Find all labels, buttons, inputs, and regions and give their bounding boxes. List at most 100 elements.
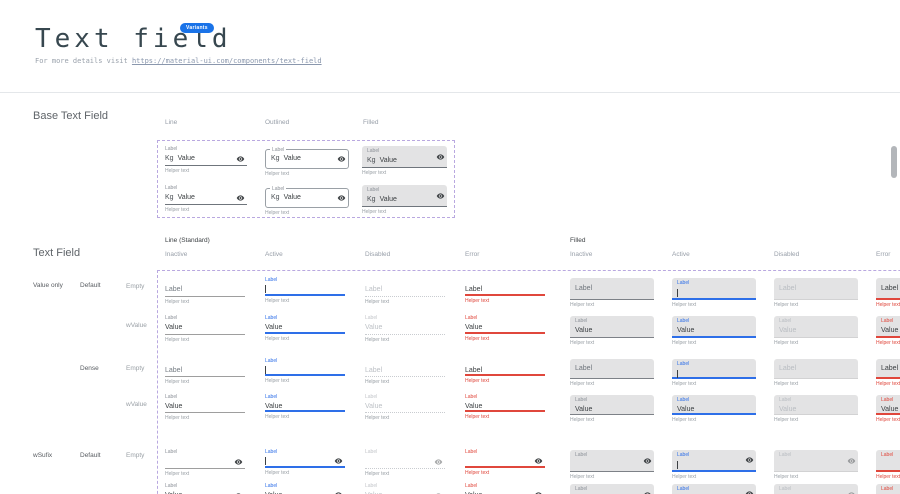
text-input-area[interactable]: Value: [365, 322, 445, 335]
text-input-area[interactable]: Value: [265, 490, 345, 494]
text-input-area[interactable]: [265, 284, 345, 296]
visibility-eye-icon[interactable]: [643, 490, 652, 494]
visibility-eye-icon[interactable]: [334, 457, 343, 466]
visibility-eye-icon[interactable]: [745, 456, 754, 465]
text-input-area[interactable]: Kg Value: [165, 153, 247, 166]
filled-input-area[interactable]: Label: [774, 359, 858, 379]
text-field-filled-error-row5: Label Helper text: [876, 450, 900, 480]
filled-input-area[interactable]: Label: [672, 359, 756, 379]
text-input-area[interactable]: Value: [265, 401, 345, 412]
text-input-area[interactable]: Label: [365, 365, 445, 377]
filled-input-area[interactable]: Label: [876, 278, 900, 300]
text-input-area[interactable]: [265, 456, 345, 468]
filled-input-area[interactable]: Label: [672, 278, 756, 300]
filled-input-area[interactable]: Label Kg Value: [362, 146, 447, 168]
filled-input-area[interactable]: Label: [774, 450, 858, 472]
filled-input-area[interactable]: Label: [570, 450, 654, 472]
floating-label: Label: [165, 483, 178, 489]
filled-input-area[interactable]: Label: [876, 450, 900, 472]
visibility-eye-icon[interactable]: [236, 194, 245, 203]
helper-text: Helper text: [365, 337, 390, 343]
visibility-eye-icon[interactable]: [434, 458, 443, 467]
visibility-eye-icon[interactable]: [643, 456, 652, 465]
helper-text: Helper text: [465, 470, 490, 476]
text-input-area[interactable]: [365, 456, 445, 469]
visibility-eye-icon[interactable]: [337, 194, 346, 203]
text-input-area[interactable]: Value: [365, 401, 445, 413]
visibility-eye-icon[interactable]: [847, 456, 856, 465]
col-line-disabled: Disabled: [365, 251, 391, 258]
text-field-filled-error-row1: Label Helper text: [876, 278, 900, 308]
field-value: Value: [165, 403, 183, 410]
visibility-eye-icon[interactable]: [745, 490, 754, 494]
visibility-eye-icon[interactable]: [337, 155, 346, 164]
text-field-filled-disabled-row1: Label Helper text: [774, 278, 858, 308]
text-input-area[interactable]: Label: [165, 284, 245, 297]
floating-label: Label: [575, 397, 588, 403]
visibility-eye-icon[interactable]: [534, 491, 543, 494]
text-input-area[interactable]: Value: [265, 322, 345, 334]
helper-text: Helper text: [265, 378, 290, 384]
floating-label: Label: [677, 452, 690, 458]
text-input-area[interactable]: Value: [465, 401, 545, 412]
text-input-area[interactable]: Label: [465, 365, 545, 376]
field-value-text: Value: [379, 157, 397, 164]
visibility-eye-icon[interactable]: [534, 457, 543, 466]
text-input-area[interactable]: Label: [465, 284, 545, 296]
text-input-area[interactable]: Value: [365, 490, 445, 494]
filled-input-area[interactable]: Label: [774, 278, 858, 300]
visibility-eye-icon[interactable]: [334, 491, 343, 494]
label-placeholder: Label: [575, 285, 593, 292]
floating-label: Label: [365, 483, 378, 489]
floating-label: Label: [677, 318, 690, 324]
outlined-input-area[interactable]: Label Kg Value: [265, 147, 349, 169]
docs-link[interactable]: https://material-ui.com/components/text-…: [131, 57, 322, 65]
text-input-area[interactable]: [165, 456, 245, 469]
visibility-eye-icon[interactable]: [236, 155, 245, 164]
text-cursor-line: [677, 461, 751, 469]
row-label-value-only: Value only: [33, 282, 63, 289]
text-input-area[interactable]: [265, 365, 345, 376]
text-field-filled-error-row3: Label Helper text: [876, 359, 900, 387]
filled-input-area[interactable]: Label: [672, 450, 756, 472]
text-input-area[interactable]: Kg Value: [165, 192, 247, 205]
floating-label: Label: [365, 315, 378, 321]
outlined-input-area[interactable]: Label Kg Value: [265, 186, 349, 208]
text-input-area[interactable]: Label: [165, 365, 245, 377]
row-label-wsufix: wSufix: [33, 452, 53, 459]
text-input-area[interactable]: Value: [165, 490, 245, 494]
col-line-inactive: Inactive: [165, 251, 188, 258]
floating-label: Label: [779, 452, 792, 458]
visibility-eye-icon[interactable]: [234, 458, 243, 467]
visibility-eye-icon[interactable]: [436, 191, 445, 200]
filled-input-area[interactable]: Label: [570, 359, 654, 379]
text-input-area[interactable]: [465, 456, 545, 468]
row-label-empty-1: Empty: [126, 283, 145, 290]
field-value: Value: [365, 324, 383, 331]
text-input-area[interactable]: Value: [465, 322, 545, 334]
text-field-filled-inactive-row5: Label Helper text: [570, 450, 654, 480]
text-input-area[interactable]: Value: [165, 322, 245, 335]
helper-text: Helper text: [265, 414, 290, 420]
text-input-area[interactable]: Label: [365, 284, 445, 297]
text-input-area[interactable]: Value: [465, 490, 545, 494]
visibility-eye-icon[interactable]: [436, 152, 445, 161]
filled-input-area[interactable]: Label: [570, 278, 654, 300]
text-input-area[interactable]: Value: [165, 401, 245, 413]
filled-input-area[interactable]: Label: [876, 359, 900, 379]
scrollbar-thumb[interactable]: [891, 146, 897, 178]
filled-input-area[interactable]: Label Kg Value: [362, 185, 447, 207]
visibility-eye-icon[interactable]: [847, 490, 856, 494]
